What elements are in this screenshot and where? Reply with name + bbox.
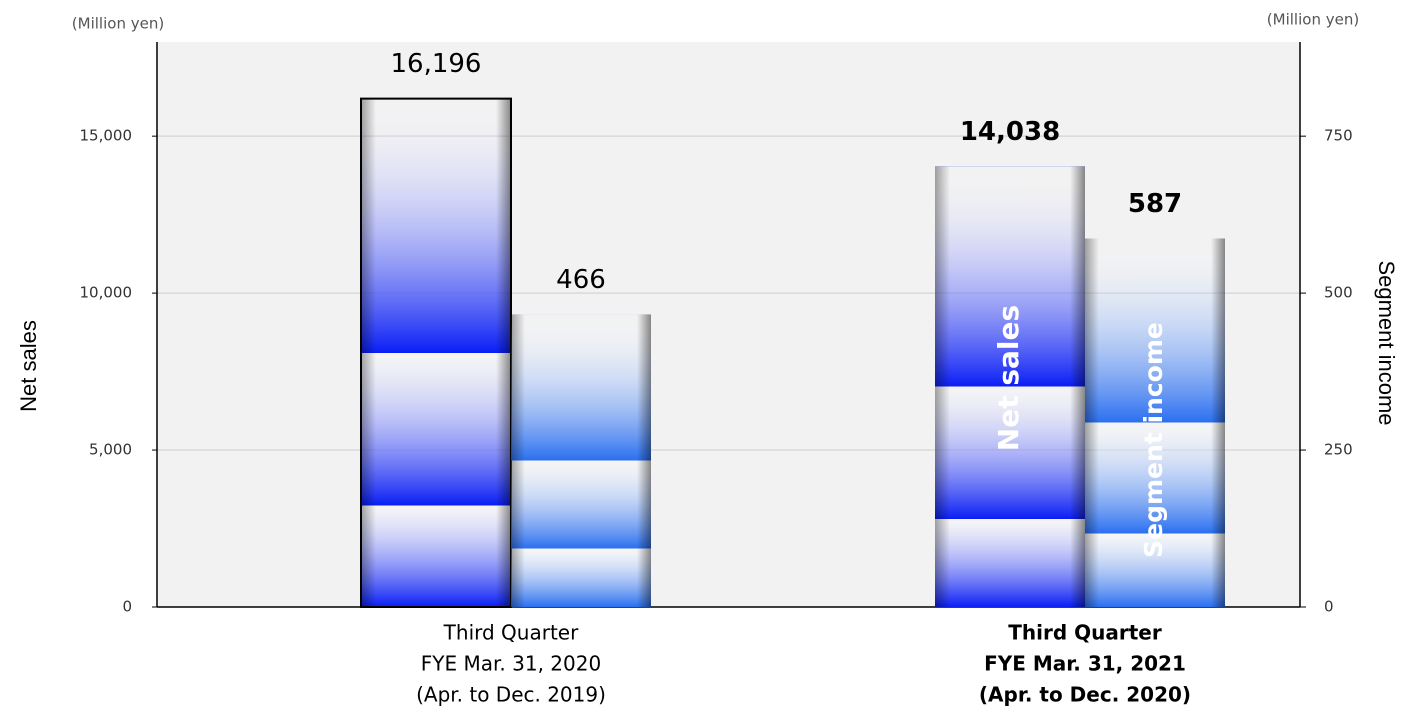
y-unit: (Million yen) bbox=[72, 15, 164, 33]
y2-tick-label: 750 bbox=[1324, 127, 1353, 145]
x-tick-label: Third Quarter bbox=[443, 621, 579, 645]
value-label: 466 bbox=[556, 265, 606, 295]
y-tick-label: 15,000 bbox=[80, 127, 133, 145]
x-tick-label: Third Quarter bbox=[1008, 621, 1162, 645]
bar-shade bbox=[935, 166, 1085, 607]
y2-tick-label: 500 bbox=[1324, 284, 1353, 302]
value-label: 16,196 bbox=[391, 49, 482, 79]
y2-axis-title: Segment income bbox=[1374, 260, 1399, 425]
bar-shade bbox=[360, 97, 512, 609]
x-tick-label: (Apr. to Dec. 2020) bbox=[979, 683, 1191, 707]
value-label: 14,038 bbox=[960, 117, 1060, 147]
bar-series-label: Segment income bbox=[1139, 322, 1168, 558]
value-label: 587 bbox=[1128, 189, 1182, 219]
bar-series-label: Net sales bbox=[992, 305, 1025, 451]
bar-shade bbox=[511, 314, 651, 607]
y-axis-title: Net sales bbox=[16, 320, 41, 412]
y-tick-label: 0 bbox=[122, 598, 132, 616]
x-tick-label: (Apr. to Dec. 2019) bbox=[416, 683, 606, 707]
x-tick-label: FYE Mar. 31, 2020 bbox=[421, 652, 601, 676]
y-tick-label: 10,000 bbox=[80, 284, 133, 302]
x-tick-label: FYE Mar. 31, 2021 bbox=[984, 652, 1186, 676]
y2-unit: (Million yen) bbox=[1267, 11, 1359, 29]
y-tick-label: 5,000 bbox=[89, 441, 132, 459]
y2-tick-label: 250 bbox=[1324, 441, 1353, 459]
bar-shade bbox=[1085, 238, 1225, 607]
y2-tick-label: 0 bbox=[1324, 598, 1334, 616]
